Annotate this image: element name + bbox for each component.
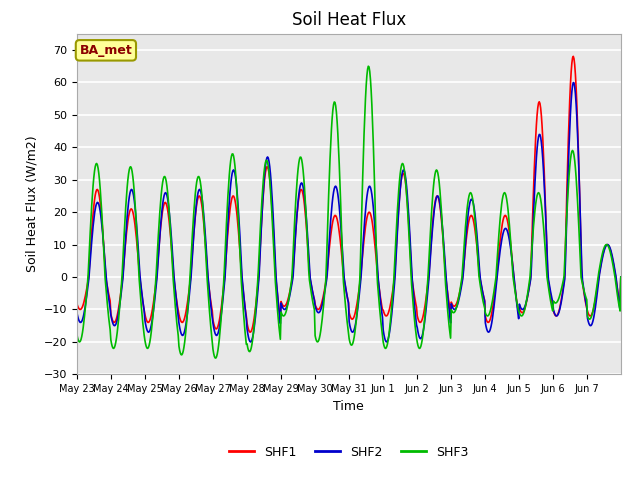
SHF1: [246, 329, 253, 335]
Line: SHF1: SHF1: [77, 56, 621, 332]
SHF1: [137, 282, 145, 288]
Legend: SHF1, SHF2, SHF3: SHF1, SHF2, SHF3: [224, 441, 474, 464]
SHF3: [212, 355, 220, 361]
SHF3: [437, 197, 445, 203]
Title: Soil Heat Flux: Soil Heat Flux: [292, 11, 406, 29]
SHF1: [570, 53, 577, 59]
SHF2: [617, 274, 625, 280]
SHF2: [137, 279, 145, 285]
SHF1: [406, 232, 413, 238]
SHF3: [137, 295, 145, 301]
SHF2: [406, 225, 413, 230]
SHF3: [73, 331, 81, 337]
SHF2: [264, 155, 272, 161]
SHF3: [364, 63, 372, 69]
X-axis label: Time: Time: [333, 400, 364, 413]
SHF1: [264, 166, 272, 172]
SHF2: [73, 309, 81, 315]
SHF2: [247, 339, 255, 345]
SHF3: [617, 274, 625, 280]
SHF3: [264, 164, 272, 169]
SHF3: [237, 279, 245, 285]
Line: SHF3: SHF3: [77, 66, 621, 358]
SHF2: [570, 80, 577, 85]
Text: BA_met: BA_met: [79, 44, 132, 57]
SHF2: [237, 247, 244, 252]
SHF3: [285, 296, 292, 301]
Line: SHF2: SHF2: [77, 83, 621, 342]
SHF3: [406, 256, 414, 262]
SHF1: [436, 203, 444, 209]
SHF2: [436, 201, 444, 206]
SHF1: [237, 258, 244, 264]
Y-axis label: Soil Heat Flux (W/m2): Soil Heat Flux (W/m2): [25, 136, 38, 272]
SHF1: [285, 293, 292, 299]
SHF2: [285, 297, 292, 302]
SHF1: [73, 300, 81, 306]
SHF1: [617, 274, 625, 280]
